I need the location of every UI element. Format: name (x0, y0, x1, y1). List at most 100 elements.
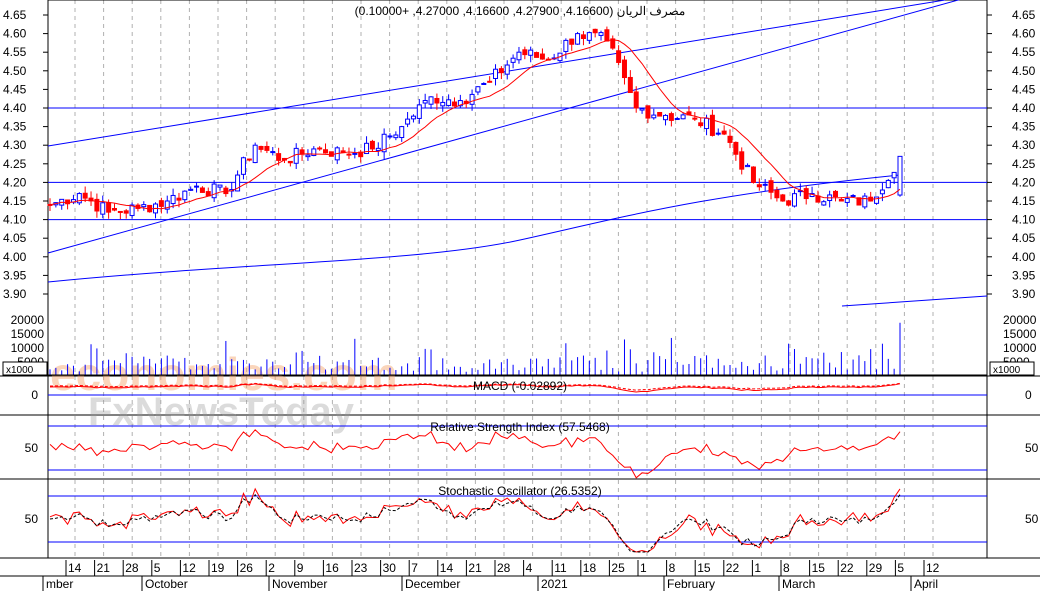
candle-body (487, 80, 493, 83)
candle-body (287, 160, 293, 164)
x-tick-day: 26 (240, 561, 254, 575)
candle-body (657, 111, 663, 117)
candle-body (469, 93, 475, 105)
volume-tick-right: 20000 (1003, 313, 1037, 327)
price-tick-left: 4.25 (3, 157, 27, 171)
candle-body (768, 180, 774, 193)
x-month-label: April (914, 577, 938, 591)
x-tick-day: 1 (754, 561, 761, 575)
watermark-fxnewstoday: FxNewsToday (88, 390, 355, 434)
price-tick-left: 4.15 (3, 194, 27, 208)
x-tick-day: 29 (869, 561, 883, 575)
x-tick-day: 14 (68, 561, 82, 575)
candle-body (850, 195, 856, 198)
candle-body (158, 200, 164, 207)
candle-body (141, 204, 147, 208)
candle-body (100, 202, 106, 215)
macd-signal-line (49, 382, 901, 391)
candle-body (111, 208, 117, 211)
x-tick-day: 15 (812, 561, 826, 575)
price-tick-left: 4.20 (3, 175, 27, 189)
candle-body (891, 171, 897, 179)
x-tick-day: 19 (211, 561, 225, 575)
candle-body (604, 29, 610, 42)
x-tick-day: 4 (526, 561, 533, 575)
price-tick-left: 4.05 (3, 231, 27, 245)
candle-body (235, 174, 241, 192)
candle-body (405, 118, 411, 125)
candle-body (633, 91, 639, 109)
x-month-label: November (272, 577, 327, 591)
price-tick-right: 4.10 (1012, 213, 1036, 227)
candle-body (739, 151, 745, 170)
x-tick-day: 15 (697, 561, 711, 575)
x-tick-day: 9 (297, 561, 304, 575)
candle-body (94, 198, 100, 212)
candle-body (434, 97, 440, 104)
indicator-tick-left: 50 (25, 441, 39, 455)
x-month-label: 2021 (541, 577, 568, 591)
x-tick-day: 16 (325, 561, 339, 575)
candle-body (692, 117, 698, 120)
candle-body (821, 201, 827, 206)
price-tick-right: 4.15 (1012, 194, 1036, 208)
x-tick-day: 2 (268, 561, 275, 575)
candle-body (674, 118, 680, 121)
x-tick-day: 30 (383, 561, 397, 575)
volume-tick-left: 10000 (11, 341, 45, 355)
price-tick-left: 4.10 (3, 213, 27, 227)
candle-body (616, 50, 622, 63)
candle-body (416, 104, 422, 119)
macd-label: MACD (-0.02892) (473, 379, 567, 393)
x-tick-day: 18 (583, 561, 597, 575)
indicator-tick-right: 50 (1025, 512, 1039, 526)
candle-body (451, 101, 457, 107)
x-tick-day: 8 (783, 561, 790, 575)
candle-body (258, 145, 264, 150)
candle-body (422, 100, 428, 104)
price-tick-left: 4.55 (3, 45, 27, 59)
candle-body (76, 193, 82, 204)
x-month-label: December (405, 577, 460, 591)
price-tick-right: 4.00 (1012, 250, 1036, 264)
moving-average-short (49, 39, 901, 210)
candle-body (475, 86, 481, 93)
unit-box (989, 361, 1035, 376)
candle-body (844, 198, 850, 203)
price-tick-right: 4.30 (1012, 138, 1036, 152)
watermark-economies: economies.com (50, 348, 398, 400)
x-tick-day: 11 (554, 561, 567, 575)
candle-body (364, 142, 370, 155)
price-tick-right: 4.65 (1012, 8, 1036, 22)
candle-body (774, 189, 780, 199)
candle-body (194, 185, 200, 188)
candle-body (575, 33, 581, 45)
candle-body (270, 151, 276, 154)
x-tick-day: 5 (897, 561, 904, 575)
stochastic-d-line (49, 494, 901, 553)
candle-body (762, 183, 768, 186)
candle-body (791, 193, 797, 207)
volume-tick-right: 10000 (1003, 341, 1037, 355)
rsi-label: Relative Strength Index (57.5468) (430, 420, 609, 434)
candle-body (610, 38, 616, 49)
candle-body (639, 108, 645, 111)
candle-body (369, 140, 375, 150)
x-month-label: March (782, 577, 815, 591)
price-tick-left: 4.65 (3, 8, 27, 22)
candle-body (727, 135, 733, 143)
x-tick-day: 22 (840, 561, 854, 575)
candle-body (323, 149, 329, 154)
price-tick-right: 4.50 (1012, 64, 1036, 78)
candle-body (668, 113, 674, 121)
candle-body (815, 195, 821, 203)
price-tick-right: 4.25 (1012, 157, 1036, 171)
candle-body (756, 184, 762, 188)
candle-body (199, 187, 205, 193)
candle-body (663, 114, 669, 121)
candle-body (381, 133, 387, 153)
candle-body (246, 158, 252, 161)
x-tick-day: 25 (611, 561, 625, 575)
candle-body (493, 68, 499, 79)
